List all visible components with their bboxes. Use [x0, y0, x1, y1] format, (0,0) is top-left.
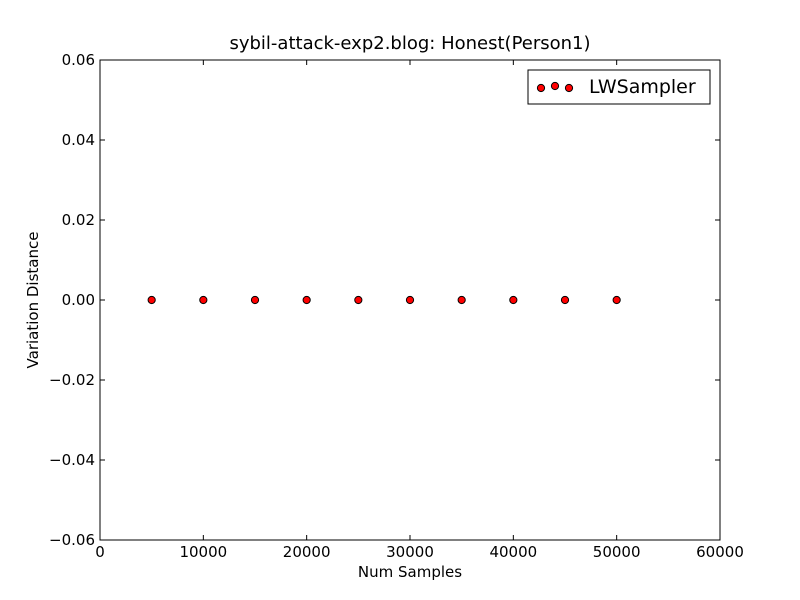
y-tick-label: 0.04	[62, 131, 95, 149]
x-tick-label: 20000	[283, 543, 331, 561]
data-point	[457, 295, 466, 305]
data-point	[199, 295, 208, 305]
y-tick-label: −0.06	[49, 531, 95, 549]
data-point	[354, 295, 363, 305]
legend-markers	[536, 81, 574, 93]
x-tick-label: 60000	[696, 543, 744, 561]
x-tick-label: 0	[95, 543, 105, 561]
y-axis-ticks: −0.06 −0.04 −0.02 0.00 0.02 0.04 0.06	[49, 51, 720, 549]
legend-label: LWSampler	[589, 76, 696, 98]
data-point	[302, 295, 311, 305]
data-point	[509, 295, 518, 305]
y-tick-label: −0.04	[49, 451, 95, 469]
legend-marker	[536, 83, 546, 93]
data-point	[250, 295, 260, 305]
y-tick-label: 0.00	[62, 291, 95, 309]
chart-title: sybil-attack-exp2.blog: Honest(Person1)	[229, 33, 590, 54]
data-points	[147, 295, 621, 305]
data-point	[405, 295, 415, 305]
legend: LWSampler	[527, 69, 711, 105]
x-tick-label: 30000	[386, 543, 434, 561]
legend-marker	[550, 81, 560, 91]
legend-marker	[564, 83, 574, 93]
x-tick-label: 10000	[179, 543, 227, 561]
data-point	[560, 295, 570, 305]
y-tick-label: 0.06	[62, 51, 95, 69]
y-tick-label: 0.02	[62, 211, 95, 229]
x-tick-label: 50000	[593, 543, 641, 561]
x-axis-title: Num Samples	[358, 563, 462, 581]
y-axis-title: Variation Distance	[24, 232, 42, 369]
data-point	[612, 295, 621, 305]
x-tick-label: 40000	[489, 543, 537, 561]
y-tick-label: −0.02	[49, 371, 95, 389]
x-axis-ticks: 0 10000 20000 30000 40000 50000 60000	[95, 60, 744, 561]
data-point	[147, 295, 156, 305]
